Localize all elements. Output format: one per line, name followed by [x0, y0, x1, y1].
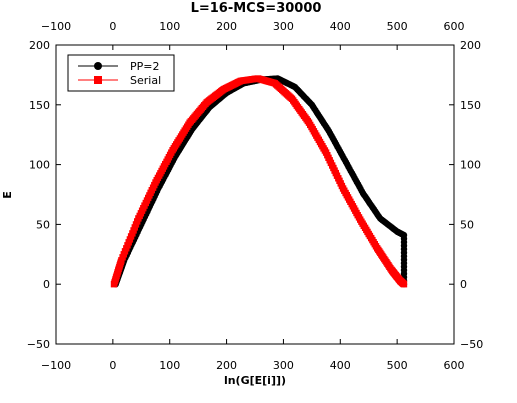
y-tick-label-left: 50 [36, 218, 50, 231]
x-tick-label-top: 0 [109, 20, 116, 33]
legend: PP=2 Serial [67, 54, 175, 92]
y-tick-label-right: 0 [460, 278, 467, 291]
x-tick-label-bottom: 600 [444, 359, 465, 372]
series-serial [110, 75, 408, 288]
y-tick-label-left: −50 [27, 338, 50, 351]
y-axis-label: E [1, 191, 14, 199]
axis-ticks: −100−10000100100200200300300400400500500… [27, 20, 483, 372]
x-tick-label-bottom: 200 [216, 359, 237, 372]
y-tick-label-right: 150 [460, 99, 481, 112]
y-tick-label-right: 50 [460, 218, 474, 231]
y-tick-label-right: −50 [460, 338, 483, 351]
y-tick-label-left: 100 [29, 159, 50, 172]
legend-label-pp2: PP=2 [130, 60, 159, 73]
x-axis-label: ln(G[E[i]]) [224, 374, 286, 387]
x-tick-label-bottom: 300 [273, 359, 294, 372]
data-point [400, 281, 408, 288]
x-tick-label-top: 200 [216, 20, 237, 33]
x-tick-label-top: 400 [330, 20, 351, 33]
y-tick-label-right: 200 [460, 39, 481, 52]
x-tick-label-top: 300 [273, 20, 294, 33]
legend-marker-pp2 [94, 62, 102, 70]
plot-frame [55, 44, 455, 345]
series-layer [110, 75, 408, 288]
x-tick-label-top: 600 [444, 20, 465, 33]
x-tick-label-bottom: −100 [41, 359, 71, 372]
chart-title: L=16-MCS=30000 [191, 1, 322, 16]
y-tick-label-left: 0 [43, 278, 50, 291]
y-tick-label-right: 100 [460, 159, 481, 172]
x-tick-label-top: 500 [387, 20, 408, 33]
legend-marker-serial [94, 76, 102, 84]
legend-label-serial: Serial [130, 74, 161, 87]
x-tick-label-bottom: 0 [109, 359, 116, 372]
y-tick-label-left: 200 [29, 39, 50, 52]
x-tick-label-bottom: 500 [387, 359, 408, 372]
x-tick-label-bottom: 100 [159, 359, 180, 372]
x-tick-label-bottom: 400 [330, 359, 351, 372]
legend-box [67, 54, 175, 92]
y-tick-label-left: 150 [29, 99, 50, 112]
x-tick-label-top: 100 [159, 20, 180, 33]
x-tick-label-top: −100 [41, 20, 71, 33]
